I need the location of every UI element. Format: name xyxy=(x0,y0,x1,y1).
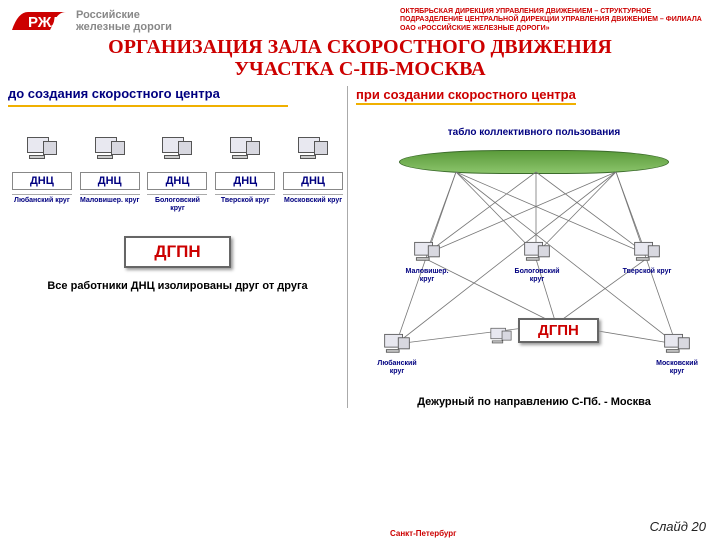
computer-icon xyxy=(384,334,410,356)
dgpn-before-wrap: ДГПН xyxy=(8,236,347,268)
krug-1: Любанский круг xyxy=(12,194,72,212)
slide-number: Слайд 20 xyxy=(650,519,706,534)
computer-icon xyxy=(491,328,512,346)
dnc-label: ДНЦ xyxy=(80,172,140,190)
diagram-after: Маловишер. круг Бологовский круг Тверско… xyxy=(356,144,712,394)
page-title: ОРГАНИЗАЦИЯ ЗАЛА СКОРОСТНОГО ДВИЖЕНИЯ УЧ… xyxy=(0,36,720,80)
computer-icon xyxy=(95,137,125,163)
columns: до создания скоростного центра ДНЦ ДНЦ Д… xyxy=(0,80,720,408)
krug-3: Бологовский круг xyxy=(147,194,207,212)
display-arc xyxy=(399,150,669,174)
column-before: до создания скоростного центра ДНЦ ДНЦ Д… xyxy=(8,86,348,408)
title-line2: УЧАСТКА С-ПБ-МОСКВА xyxy=(0,58,720,80)
dnc-1: ДНЦ xyxy=(12,137,72,190)
tablo-label: табло коллективного пользования xyxy=(356,127,712,138)
dnc-3: ДНЦ xyxy=(147,137,207,190)
dnc-5: ДНЦ xyxy=(283,137,343,190)
diagram-before: ДНЦ ДНЦ ДНЦ ДНЦ ДНЦ Любанский круг Малов… xyxy=(8,137,347,292)
column-after: при создании скоростного центра табло ко… xyxy=(356,86,712,408)
rzd-logo-icon: РЖД xyxy=(10,8,70,34)
krug-mid-1: Маловишер. круг xyxy=(400,268,454,283)
org-text: ОКТЯБРЬСКАЯ ДИРЕКЦИЯ УПРАВЛЕНИЯ ДВИЖЕНИЕ… xyxy=(400,8,710,33)
company-line2: железные дороги xyxy=(76,21,172,33)
krug-2: Маловишер. круг xyxy=(80,194,140,212)
krug-5: Московский круг xyxy=(283,194,343,212)
dnc-label: ДНЦ xyxy=(12,172,72,190)
krug-row: Любанский круг Маловишер. круг Бологовск… xyxy=(8,194,347,212)
company-name: Российские железные дороги xyxy=(76,9,172,33)
dgpn-before: ДГПН xyxy=(124,236,230,268)
krug-4: Тверской круг xyxy=(215,194,275,212)
krug-bot-1: Любанский круг xyxy=(370,360,424,375)
computer-icon xyxy=(230,137,260,163)
dnc-row: ДНЦ ДНЦ ДНЦ ДНЦ ДНЦ xyxy=(8,137,347,190)
company-line1: Российские xyxy=(76,9,172,21)
heading-after: при создании скоростного центра xyxy=(356,87,576,105)
caption-before: Все работники ДНЦ изолированы друг от др… xyxy=(8,280,347,292)
dnc-2: ДНЦ xyxy=(80,137,140,190)
computer-icon xyxy=(414,242,440,264)
krug-bot-2: Московский круг xyxy=(650,360,704,375)
computer-icon xyxy=(298,137,328,163)
footer-city: Санкт-Петербург xyxy=(390,529,457,538)
dnc-label: ДНЦ xyxy=(147,172,207,190)
krug-mid-3: Тверской круг xyxy=(620,268,674,276)
dnc-label: ДНЦ xyxy=(283,172,343,190)
logo-area: РЖД Российские железные дороги xyxy=(10,8,172,34)
computer-icon xyxy=(27,137,57,163)
dnc-4: ДНЦ xyxy=(215,137,275,190)
krug-mid-2: Бологовский круг xyxy=(510,268,564,283)
computer-icon xyxy=(162,137,192,163)
dnc-label: ДНЦ xyxy=(215,172,275,190)
svg-text:РЖД: РЖД xyxy=(28,14,62,31)
computer-icon xyxy=(664,334,690,356)
heading-before: до создания скоростного центра xyxy=(8,86,347,101)
dgpn-after: ДГПН xyxy=(518,318,599,343)
caption-after: Дежурный по направлению С-Пб. - Москва xyxy=(356,396,712,408)
underline-left xyxy=(8,105,288,107)
computer-icon xyxy=(634,242,660,264)
title-line1: ОРГАНИЗАЦИЯ ЗАЛА СКОРОСТНОГО ДВИЖЕНИЯ xyxy=(0,36,720,58)
computer-icon xyxy=(524,242,550,264)
header: РЖД Российские железные дороги ОКТЯБРЬСК… xyxy=(0,0,720,34)
